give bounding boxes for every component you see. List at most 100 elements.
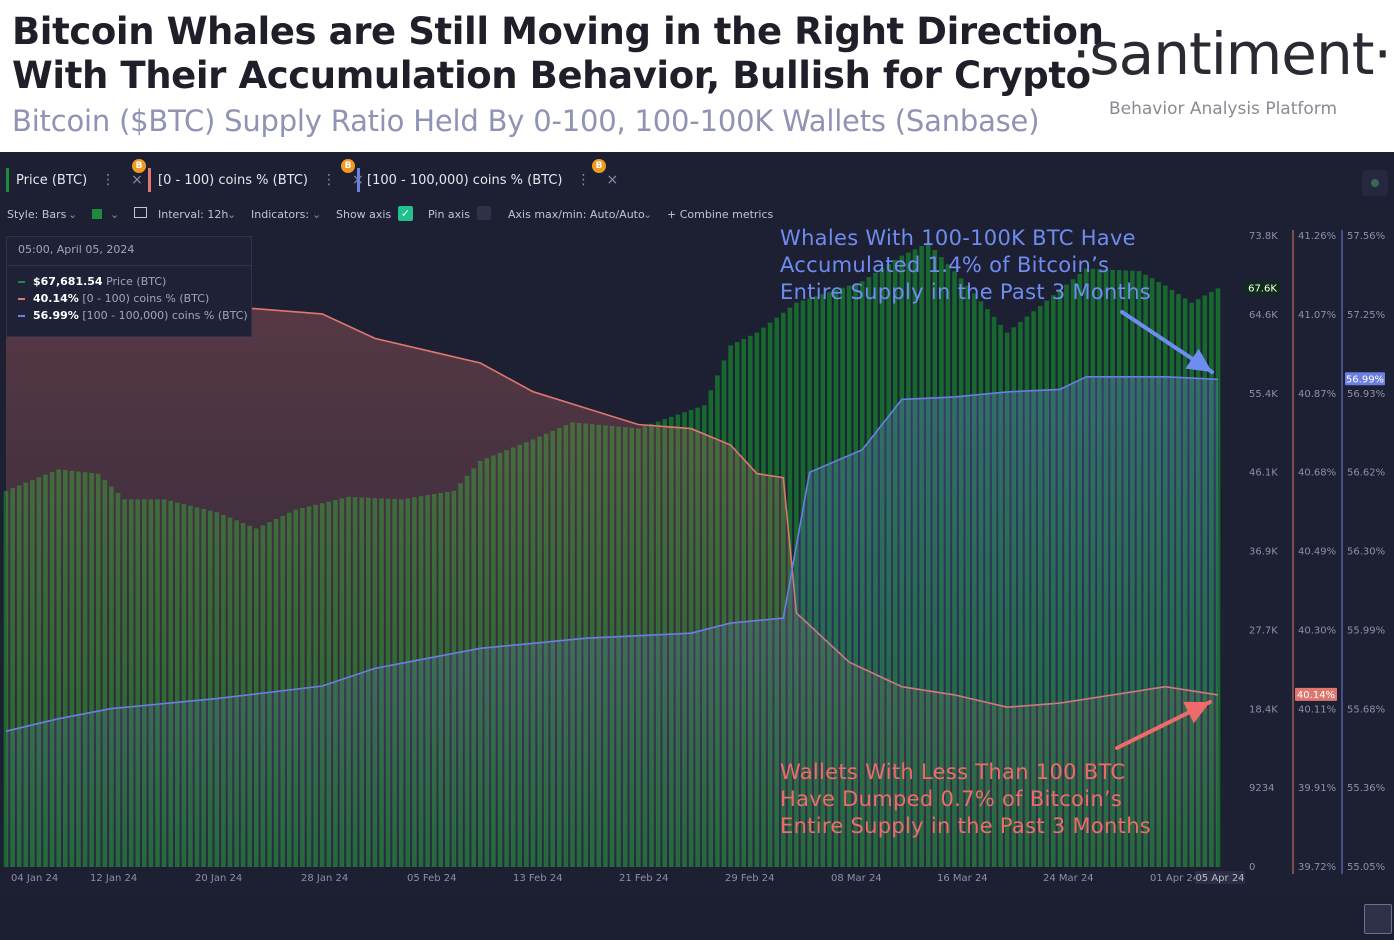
- title-line-2: With Their Accumulation Behavior, Bullis…: [12, 54, 1091, 97]
- price-axis-tick: 18.4K: [1249, 704, 1278, 715]
- tab-price-btc[interactable]: Price (BTC) ⋮ ×: [6, 162, 143, 198]
- brand-logo: ·santiment·: [1072, 20, 1392, 88]
- chevron-down-icon[interactable]: ⌄: [110, 208, 120, 221]
- tab-label: [100 - 100,000) coins % (BTC): [367, 172, 563, 188]
- small-current-label: 40.14%: [1297, 690, 1335, 701]
- annotation-line: Have Dumped 0.7% of Bitcoin’s: [780, 787, 1123, 811]
- tooltip-row-whale-wallets: 56.99% [100 - 100,000) coins % (BTC): [18, 309, 248, 322]
- show-axis-checkbox[interactable]: ✓: [398, 206, 413, 221]
- chevron-down-icon[interactable]: ⌄: [312, 208, 322, 221]
- tab-color-marker: [357, 168, 360, 192]
- x-axis-tick: 01 Apr 24: [1150, 873, 1199, 884]
- indicators-menu[interactable]: Indicators:: [251, 208, 310, 221]
- whale-axis-tick: 55.36%: [1347, 783, 1385, 794]
- annotation-line: Entire Supply in the Past 3 Months: [780, 280, 1152, 304]
- chevron-down-icon[interactable]: ⌄: [68, 208, 78, 221]
- price-axis-tick: 46.1K: [1249, 468, 1278, 479]
- close-icon[interactable]: ×: [131, 172, 143, 188]
- small-axis-tick: 39.72%: [1298, 862, 1336, 873]
- chevron-down-icon[interactable]: ⌄: [227, 208, 237, 221]
- tooltip-divider: [7, 265, 251, 266]
- small-axis-tick: 40.11%: [1298, 704, 1336, 715]
- color-swatch[interactable]: [92, 209, 102, 219]
- x-axis-tick: 08 Mar 24: [831, 873, 882, 884]
- bitcoin-badge-icon: B: [341, 159, 355, 173]
- small-axis-tick: 40.68%: [1298, 468, 1336, 479]
- x-axis-tick: 21 Feb 24: [619, 873, 669, 884]
- chevron-down-icon[interactable]: ⌄: [643, 208, 653, 221]
- more-options-icon[interactable]: ⋮: [321, 172, 336, 188]
- tab-color-marker: [148, 168, 151, 192]
- bitcoin-badge-icon: B: [592, 159, 606, 173]
- x-axis-tick: 05 Feb 24: [407, 873, 457, 884]
- calendar-icon: [134, 207, 147, 218]
- whale-series-area: [6, 376, 1218, 867]
- style-select[interactable]: Style: Bars: [7, 208, 67, 221]
- axis-mode-select[interactable]: Axis max/min: Auto/Auto: [508, 208, 645, 221]
- title-line-1: Bitcoin Whales are Still Moving in the R…: [12, 10, 1104, 53]
- chart-canvas[interactable]: 73.8K 64.6K 55.4K 46.1K 36.9K 27.7K 18.4K 9234 0…: [0, 152, 1394, 896]
- tab-small-wallets[interactable]: [0 - 100) coins % (BTC) ⋮ ×: [148, 162, 364, 198]
- combine-metrics-button[interactable]: + Combine metrics: [667, 208, 774, 221]
- price-axis-tick: 55.4K: [1249, 389, 1278, 400]
- price-axis-tick: 73.8K: [1249, 231, 1278, 242]
- page-subtitle: Bitcoin ($BTC) Supply Ratio Held By 0-10…: [12, 104, 1040, 138]
- price-current-label: 67.6K: [1248, 283, 1277, 294]
- x-axis-tick: 16 Mar 24: [937, 873, 988, 884]
- pin-axis-label: Pin axis: [428, 208, 470, 221]
- show-axis-label: Show axis: [336, 208, 392, 221]
- pin-axis-checkbox[interactable]: [477, 206, 491, 220]
- whale-series-line: [5, 376, 1219, 732]
- whale-axis-tick: 55.68%: [1347, 704, 1385, 715]
- tooltip-value: 40.14%: [33, 292, 79, 305]
- whale-current-label: 56.99%: [1346, 374, 1384, 385]
- small-axis-tick: 40.30%: [1298, 625, 1336, 636]
- current-date-label-bg: [1195, 871, 1245, 884]
- timeline-navigator[interactable]: [0, 896, 1394, 940]
- x-axis-tick: 04 Jan 24: [11, 873, 58, 884]
- small-axis-tick: 40.87%: [1298, 389, 1336, 400]
- current-date-label: 05 Apr 24: [1195, 873, 1244, 884]
- whale-current-label-bg: [1345, 372, 1385, 386]
- bitcoin-badge-icon: B: [132, 159, 146, 173]
- close-icon[interactable]: ×: [606, 172, 619, 188]
- price-current-label-bg: [1246, 281, 1279, 295]
- annotation-line: Accumulated 1.4% of Bitcoin’s: [780, 253, 1110, 277]
- x-axis-tick: 29 Feb 24: [725, 873, 775, 884]
- small-wallet-annotation: Wallets With Less Than 100 BTC Have Dump…: [780, 759, 1151, 840]
- tooltip-label: Price (BTC): [106, 275, 167, 288]
- whale-axis-tick: 55.99%: [1347, 625, 1385, 636]
- x-axis-tick: 28 Jan 24: [301, 873, 348, 884]
- small-wallet-arrow-head: [1183, 701, 1210, 724]
- price-axis-tick: 27.7K: [1249, 625, 1278, 636]
- tooltip-row-price: $67,681.54 Price (BTC): [18, 275, 166, 288]
- tab-color-marker: [6, 168, 9, 192]
- x-axis-tick: 20 Jan 24: [195, 873, 242, 884]
- whale-annotation: Whales With 100-100K BTC Have Accumulate…: [780, 225, 1151, 306]
- small-axis-tick: 39.91%: [1298, 783, 1336, 794]
- tooltip-value: $67,681.54: [33, 275, 103, 288]
- tooltip-timestamp: 05:00, April 05, 2024: [18, 243, 135, 256]
- whale-axis-tick: 55.05%: [1347, 862, 1385, 873]
- annotation-line: Wallets With Less Than 100 BTC: [780, 760, 1126, 784]
- price-axis-tick: 64.6K: [1249, 310, 1278, 321]
- legend-swatch: [18, 281, 25, 283]
- small-axis-tick: 41.07%: [1298, 310, 1336, 321]
- legend-swatch: [18, 315, 25, 317]
- settings-toggle-icon[interactable]: [1362, 170, 1388, 196]
- price-axis-tick: 9234: [1249, 783, 1274, 794]
- small-axis-tick: 40.49%: [1298, 547, 1336, 558]
- annotation-line: Whales With 100-100K BTC Have: [780, 226, 1136, 250]
- x-axis-tick: 13 Feb 24: [513, 873, 563, 884]
- more-options-icon[interactable]: ⋮: [576, 172, 591, 188]
- x-axis-tick: 12 Jan 24: [90, 873, 137, 884]
- x-axis-tick: 24 Mar 24: [1043, 873, 1094, 884]
- tooltip-value: 56.99%: [33, 309, 79, 322]
- navigator-handle[interactable]: [1364, 904, 1392, 934]
- more-options-icon[interactable]: ⋮: [101, 172, 116, 188]
- brand-tagline: Behavior Analysis Platform: [1108, 99, 1338, 119]
- interval-select[interactable]: Interval: 12h: [158, 208, 229, 221]
- tab-whale-wallets[interactable]: [100 - 100,000) coins % (BTC) ⋮ ×: [357, 162, 618, 198]
- chart-panel: 73.8K 64.6K 55.4K 46.1K 36.9K 27.7K 18.4K 9234 0…: [0, 152, 1394, 940]
- small-axis-tick: 41.26%: [1298, 231, 1336, 242]
